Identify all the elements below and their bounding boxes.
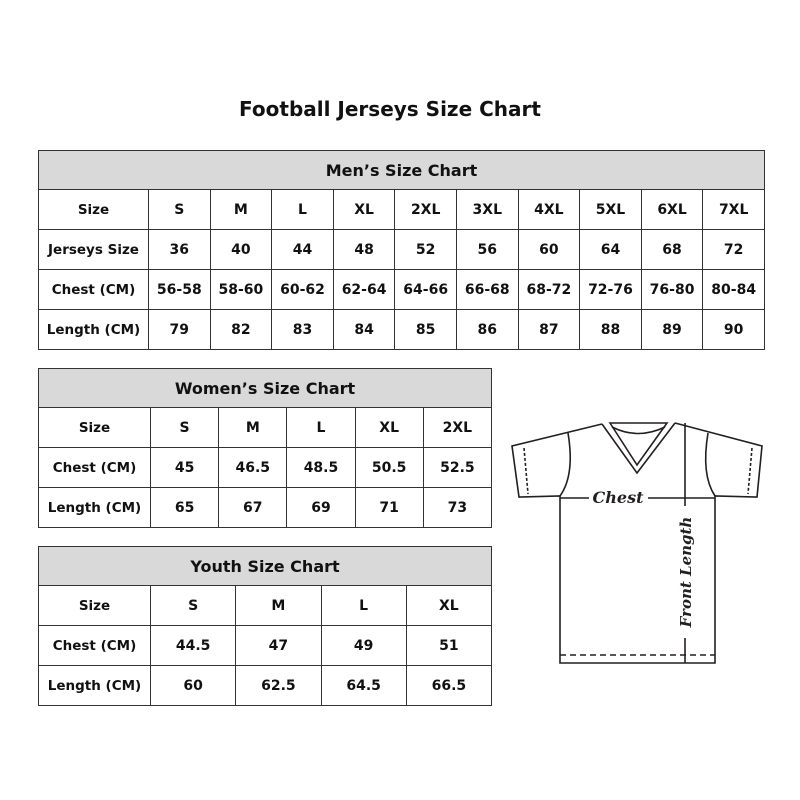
page-title: Football Jerseys Size Chart: [239, 97, 541, 121]
table-cell: 40: [209, 229, 273, 270]
table-cell: 87: [517, 309, 581, 350]
table-cell: 48.5: [286, 447, 356, 488]
table-cell: 68: [640, 229, 704, 270]
table-cell: 72: [702, 229, 765, 270]
row-label: Length (CM): [38, 665, 151, 706]
table-cell: 44: [271, 229, 334, 270]
table-row: Size S M L XL 2XL 3XL 4XL 5XL 6XL 7XL: [38, 189, 765, 230]
row-label: Size: [38, 189, 149, 230]
row-label: Chest (CM): [38, 625, 151, 666]
table-cell: 5XL: [579, 189, 642, 230]
table-row: Length (CM) 60 62.5 64.5 66.5: [38, 665, 493, 706]
table-cell: 7XL: [702, 189, 765, 230]
table-cell: 51: [405, 625, 493, 666]
table-cell: 44.5: [149, 625, 237, 666]
table-cell: 3XL: [455, 189, 519, 230]
table-cell: S: [149, 585, 237, 626]
table-cell: 73: [422, 487, 493, 528]
women-table-caption: Women’s Size Chart: [38, 368, 492, 408]
table-cell: 79: [148, 309, 211, 350]
table-cell: XL: [354, 407, 424, 448]
table-cell: 80-84: [702, 269, 765, 310]
row-label: Length (CM): [38, 309, 149, 350]
row-label: Chest (CM): [38, 269, 149, 310]
table-cell: 67: [218, 487, 288, 528]
table-cell: 56: [455, 229, 519, 270]
table-cell: 52: [394, 229, 457, 270]
table-cell: 36: [148, 229, 211, 270]
table-cell: 56-58: [148, 269, 211, 310]
table-cell: M: [209, 189, 273, 230]
table-cell: S: [148, 189, 211, 230]
table-cell: 69: [286, 487, 356, 528]
table-cell: 52.5: [422, 447, 493, 488]
table-row: Chest (CM) 45 46.5 48.5 50.5 52.5: [38, 447, 493, 488]
table-cell: 84: [332, 309, 396, 350]
table-cell: S: [149, 407, 220, 448]
table-cell: L: [320, 585, 407, 626]
table-row: Chest (CM) 44.5 47 49 51: [38, 625, 493, 666]
table-cell: M: [218, 407, 288, 448]
table-cell: M: [235, 585, 322, 626]
table-cell: 60: [149, 665, 237, 706]
womens-size-table: Women’s Size Chart Size S M L XL 2XL Chest (CM)…: [38, 368, 493, 528]
table-cell: 60-62: [271, 269, 334, 310]
table-row: Length (CM) 79 82 83 84 85 86 87 88 89 90: [38, 309, 765, 350]
table-cell: 2XL: [422, 407, 493, 448]
table-row: Size S M L XL: [38, 585, 493, 626]
table-cell: XL: [405, 585, 493, 626]
row-label: Size: [38, 407, 151, 448]
table-cell: 85: [394, 309, 457, 350]
mens-size-table: Men’s Size Chart Size S M L XL 2XL 3XL 4XL 5XL 6XL…: [38, 150, 765, 350]
chest-label: Chest: [593, 488, 645, 507]
table-cell: 6XL: [640, 189, 704, 230]
table-cell: 2XL: [394, 189, 457, 230]
row-label: Size: [38, 585, 151, 626]
table-cell: 88: [579, 309, 642, 350]
table-cell: 45: [149, 447, 220, 488]
table-cell: 83: [271, 309, 334, 350]
table-cell: L: [286, 407, 356, 448]
table-cell: 64.5: [320, 665, 407, 706]
table-cell: 86: [455, 309, 519, 350]
table-cell: 60: [517, 229, 581, 270]
table-row: Size S M L XL 2XL: [38, 407, 493, 448]
table-cell: 47: [235, 625, 322, 666]
table-cell: 64-66: [394, 269, 457, 310]
table-cell: 46.5: [218, 447, 288, 488]
table-row: Jerseys Size 36 40 44 48 52 56 60 64 68 72: [38, 229, 765, 270]
row-label: Length (CM): [38, 487, 151, 528]
table-cell: 66.5: [405, 665, 493, 706]
table-cell: 76-80: [640, 269, 704, 310]
table-cell: L: [271, 189, 334, 230]
youth-table-caption: Youth Size Chart: [38, 546, 492, 586]
table-cell: 72-76: [579, 269, 642, 310]
table-cell: 68-72: [517, 269, 581, 310]
table-row: Length (CM) 65 67 69 71 73: [38, 487, 493, 528]
front-length-label: Front Length: [677, 517, 695, 629]
table-cell: 90: [702, 309, 765, 350]
table-cell: 64: [579, 229, 642, 270]
table-cell: 71: [354, 487, 424, 528]
table-cell: 62-64: [332, 269, 396, 310]
row-label: Jerseys Size: [38, 229, 149, 270]
jersey-diagram: Chest Front Length: [511, 422, 763, 664]
table-cell: 49: [320, 625, 407, 666]
table-cell: 89: [640, 309, 704, 350]
table-cell: XL: [332, 189, 396, 230]
table-cell: 66-68: [455, 269, 519, 310]
table-cell: 4XL: [517, 189, 581, 230]
table-cell: 58-60: [209, 269, 273, 310]
table-cell: 82: [209, 309, 273, 350]
table-row: Chest (CM) 56-58 58-60 60-62 62-64 64-66 66-68…: [38, 269, 765, 310]
table-cell: 62.5: [235, 665, 322, 706]
table-cell: 65: [149, 487, 220, 528]
table-cell: 50.5: [354, 447, 424, 488]
row-label: Chest (CM): [38, 447, 151, 488]
men-table-caption: Men’s Size Chart: [38, 150, 765, 190]
jersey-outline: [511, 422, 763, 664]
table-cell: 48: [332, 229, 396, 270]
youth-size-table: Youth Size Chart Size S M L XL Chest (CM) 44.5 4…: [38, 546, 493, 706]
